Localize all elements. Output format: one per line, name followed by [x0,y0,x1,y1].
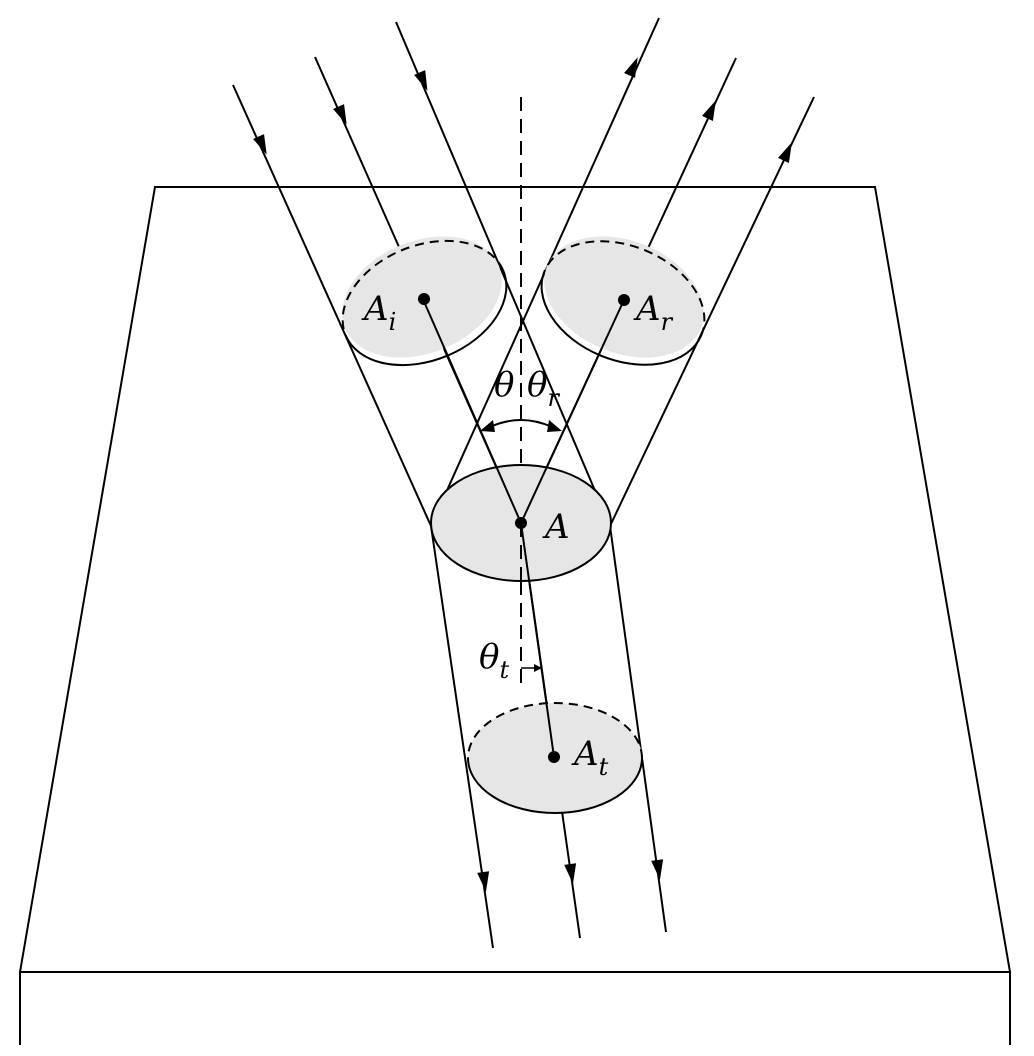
interface-area-label: A [542,507,570,547]
transmission-angle-label: θt [479,637,509,684]
arc-arrow-left-icon [480,420,495,432]
reflection-angle-label: θr [527,365,560,412]
angle-arc [489,419,553,428]
transmission-angle-arrow-icon [534,664,542,672]
ray-arrows [253,57,792,892]
center-points [418,293,630,763]
arrow-up-icon [702,100,716,121]
arrow-down-icon [651,859,664,880]
arrow-up-icon [778,142,792,163]
incident-ray-left [232,84,432,527]
arc-arrow-right-icon [547,420,562,432]
transmitted-area-label: At [571,734,609,781]
arrow-down-icon [414,70,428,91]
arrow-up-icon [624,57,638,78]
arrow-down-icon [477,871,490,892]
incident-ray-right [395,21,611,527]
reflected-area-label: Ar [633,289,674,336]
arrow-down-icon [333,104,347,125]
reflected-ray-right [609,96,815,527]
arrow-down-icon [253,134,267,155]
incidence-angle-label: θ [494,365,514,405]
incident-area-label: Ai [361,289,396,336]
central-rays [421,296,625,758]
arrow-down-icon [564,863,577,884]
